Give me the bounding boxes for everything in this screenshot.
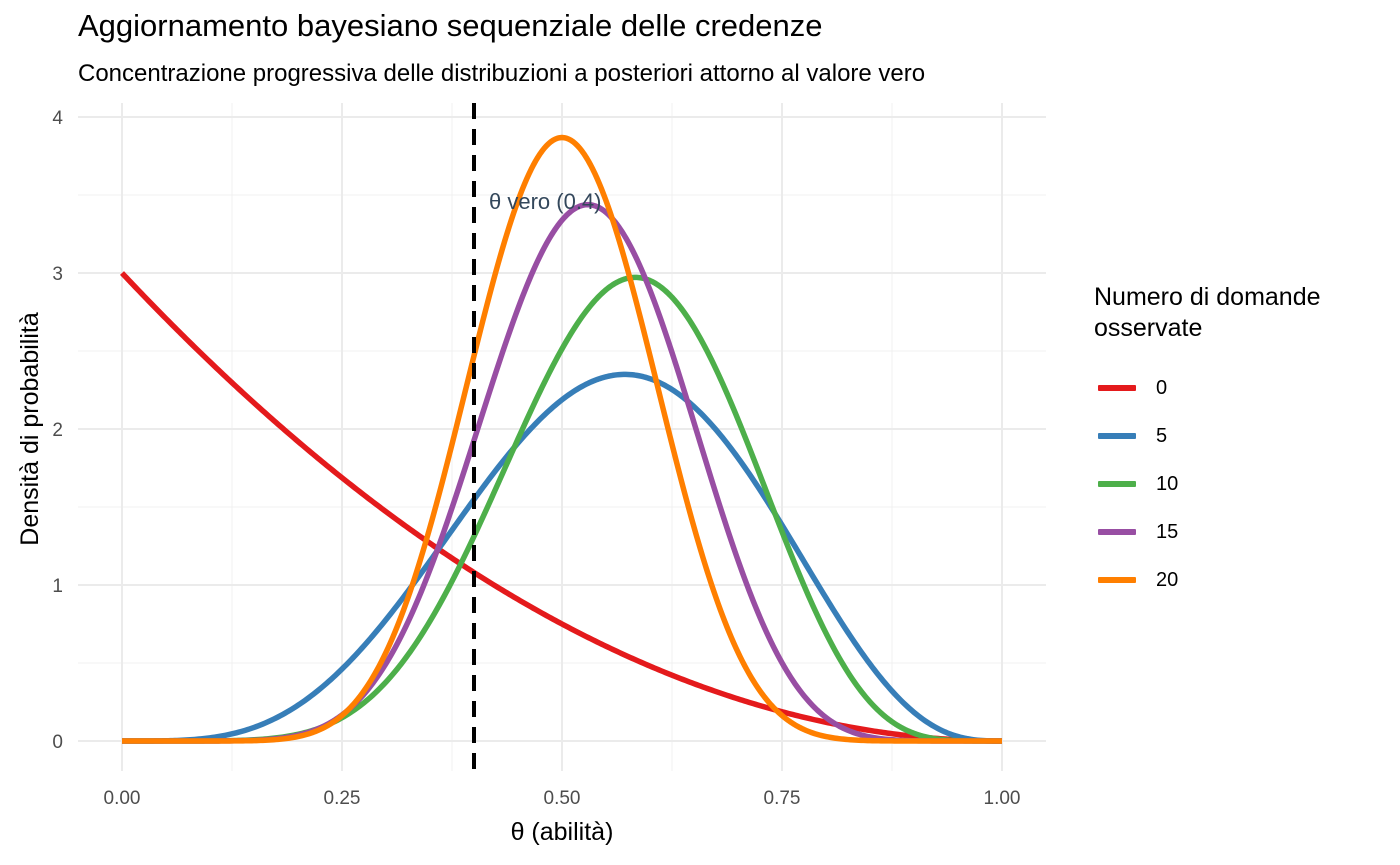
y-tick-label: 1 <box>52 576 63 597</box>
x-tick-label: 0.00 <box>104 788 141 809</box>
legend-item-5: 5 <box>1094 412 1394 460</box>
legend-item-15: 15 <box>1094 508 1394 556</box>
legend-title: Numero di domande osservate <box>1094 283 1321 342</box>
legend-label: 0 <box>1156 376 1168 399</box>
x-tick-label: 0.25 <box>324 788 361 809</box>
legend-items: 0 5 10 15 20 <box>1094 364 1394 604</box>
legend: Numero di domande osservate 0 5 10 15 20 <box>1094 282 1394 604</box>
legend-item-0: 0 <box>1094 364 1394 412</box>
legend-label: 20 <box>1156 568 1179 591</box>
x-tick-label: 0.50 <box>544 788 581 809</box>
y-tick-label: 4 <box>52 108 63 129</box>
y-tick-label: 2 <box>52 420 63 441</box>
x-axis-label: θ (abilità) <box>511 818 614 846</box>
legend-label: 10 <box>1156 472 1179 495</box>
chart-subtitle: Concentrazione progressiva delle distrib… <box>78 60 926 87</box>
legend-swatch <box>1098 433 1136 439</box>
chart-title: Aggiornamento bayesiano sequenziale dell… <box>78 8 823 43</box>
x-tick-label: 1.00 <box>984 788 1021 809</box>
x-tick-label: 0.75 <box>764 788 801 809</box>
legend-swatch <box>1098 385 1136 391</box>
series-line-5 <box>121 371 1003 744</box>
y-tick-label: 0 <box>52 732 63 753</box>
legend-item-20: 20 <box>1094 556 1394 604</box>
y-tick-label: 3 <box>52 264 63 285</box>
series-line-0 <box>119 271 1003 744</box>
series-line-20 <box>121 134 1003 744</box>
series-lines <box>119 134 1003 744</box>
true-theta-label: θ vero (0.4) <box>489 189 602 214</box>
major-grid <box>78 103 1046 771</box>
legend-swatch <box>1098 577 1136 583</box>
legend-swatch <box>1098 529 1136 535</box>
y-axis-ticks: 0 1 2 3 4 <box>52 108 63 753</box>
x-axis-ticks: 0.00 0.25 0.50 0.75 1.00 <box>104 788 1021 809</box>
legend-item-10: 10 <box>1094 460 1394 508</box>
legend-label: 15 <box>1156 520 1179 543</box>
y-axis-label: Densità di probabilità <box>16 312 44 546</box>
legend-label: 5 <box>1156 424 1168 447</box>
legend-swatch <box>1098 481 1136 487</box>
